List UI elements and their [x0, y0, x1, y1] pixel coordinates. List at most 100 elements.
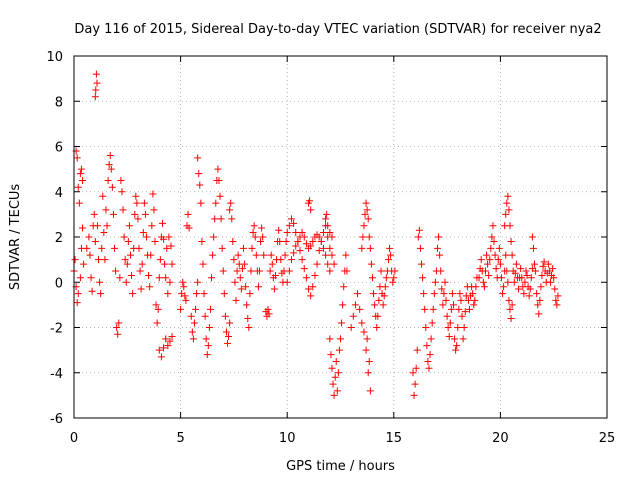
- data-point: [209, 251, 217, 259]
- data-point: [151, 238, 159, 246]
- data-point: [179, 278, 187, 286]
- data-point: [116, 274, 124, 282]
- data-point: [123, 260, 131, 268]
- data-point: [192, 305, 200, 313]
- data-point: [164, 342, 172, 350]
- data-point: [330, 260, 338, 268]
- data-point: [138, 260, 146, 268]
- data-point: [549, 265, 557, 273]
- data-point: [326, 267, 334, 275]
- y-axis: -6 -4 -2 0 2 4 6 8 10: [46, 50, 607, 427]
- data-point: [71, 256, 79, 264]
- data-point: [157, 353, 165, 361]
- data-point: [354, 290, 362, 298]
- data-point: [182, 296, 190, 304]
- plot-frame: [73, 55, 608, 419]
- data-point: [302, 240, 310, 248]
- data-point: [440, 290, 448, 298]
- data-point: [456, 290, 464, 298]
- data-point: [386, 244, 394, 252]
- data-point: [363, 206, 371, 214]
- data-point: [517, 265, 525, 273]
- data-point: [340, 283, 348, 291]
- data-point: [129, 290, 137, 298]
- data-point: [294, 238, 302, 246]
- data-point: [165, 233, 173, 241]
- data-point: [254, 283, 262, 291]
- data-point: [188, 328, 196, 336]
- data-point: [322, 215, 330, 223]
- data-point: [338, 319, 346, 327]
- data-point: [328, 233, 336, 241]
- data-point: [330, 391, 338, 399]
- data-point: [428, 319, 436, 327]
- data-point: [494, 256, 502, 264]
- data-point: [418, 260, 426, 268]
- data-point: [537, 283, 545, 291]
- data-point: [367, 260, 375, 268]
- data-point: [145, 271, 153, 279]
- data-point: [391, 267, 399, 275]
- data-point: [195, 170, 203, 178]
- data-point: [103, 222, 111, 230]
- data-point: [414, 233, 422, 241]
- data-point: [108, 183, 116, 191]
- data-point: [536, 296, 544, 304]
- data-point: [106, 152, 114, 160]
- y-tick-label: 10: [46, 50, 63, 65]
- data-point: [523, 271, 531, 279]
- data-point: [309, 283, 317, 291]
- data-point: [222, 328, 230, 336]
- data-point: [454, 324, 462, 331]
- data-point: [87, 274, 95, 282]
- data-point: [154, 305, 162, 313]
- data-point: [73, 299, 81, 307]
- data-point: [452, 346, 460, 354]
- data-point: [85, 233, 93, 241]
- data-point: [190, 319, 198, 327]
- data-point: [337, 335, 344, 343]
- data-point: [125, 222, 133, 230]
- data-point: [285, 222, 293, 230]
- data-point: [244, 314, 252, 322]
- data-point: [451, 335, 459, 343]
- data-point: [271, 271, 279, 279]
- y-tick-label: 0: [55, 276, 63, 291]
- data-point: [413, 346, 421, 354]
- data-point: [497, 274, 505, 282]
- data-point: [131, 210, 139, 218]
- y-tick-label: 2: [55, 231, 63, 246]
- data-point: [515, 285, 523, 293]
- data-point: [210, 233, 218, 241]
- data-point: [79, 224, 87, 232]
- data-point: [266, 267, 274, 275]
- data-point: [479, 278, 487, 286]
- data-point: [373, 324, 381, 331]
- data-point: [465, 305, 473, 313]
- data-point: [251, 233, 259, 241]
- data-point: [486, 256, 494, 264]
- data-point: [86, 251, 94, 259]
- data-point: [180, 283, 188, 291]
- data-point: [323, 210, 331, 218]
- data-point: [160, 235, 168, 243]
- data-point: [324, 260, 332, 268]
- data-point: [507, 314, 515, 322]
- data-point: [185, 224, 193, 232]
- data-point: [544, 260, 552, 268]
- data-point: [412, 364, 420, 372]
- data-point: [218, 244, 226, 252]
- data-point: [495, 244, 503, 252]
- data-point: [248, 244, 256, 252]
- data-point: [539, 262, 547, 270]
- y-tick-label: -2: [50, 322, 63, 337]
- data-point: [298, 228, 306, 236]
- data-point: [455, 305, 463, 313]
- data-point: [107, 165, 115, 173]
- data-point: [200, 290, 208, 298]
- data-point: [322, 251, 330, 259]
- data-point: [92, 70, 100, 78]
- data-point: [260, 251, 268, 259]
- data-point: [470, 301, 478, 309]
- data-point: [319, 244, 327, 252]
